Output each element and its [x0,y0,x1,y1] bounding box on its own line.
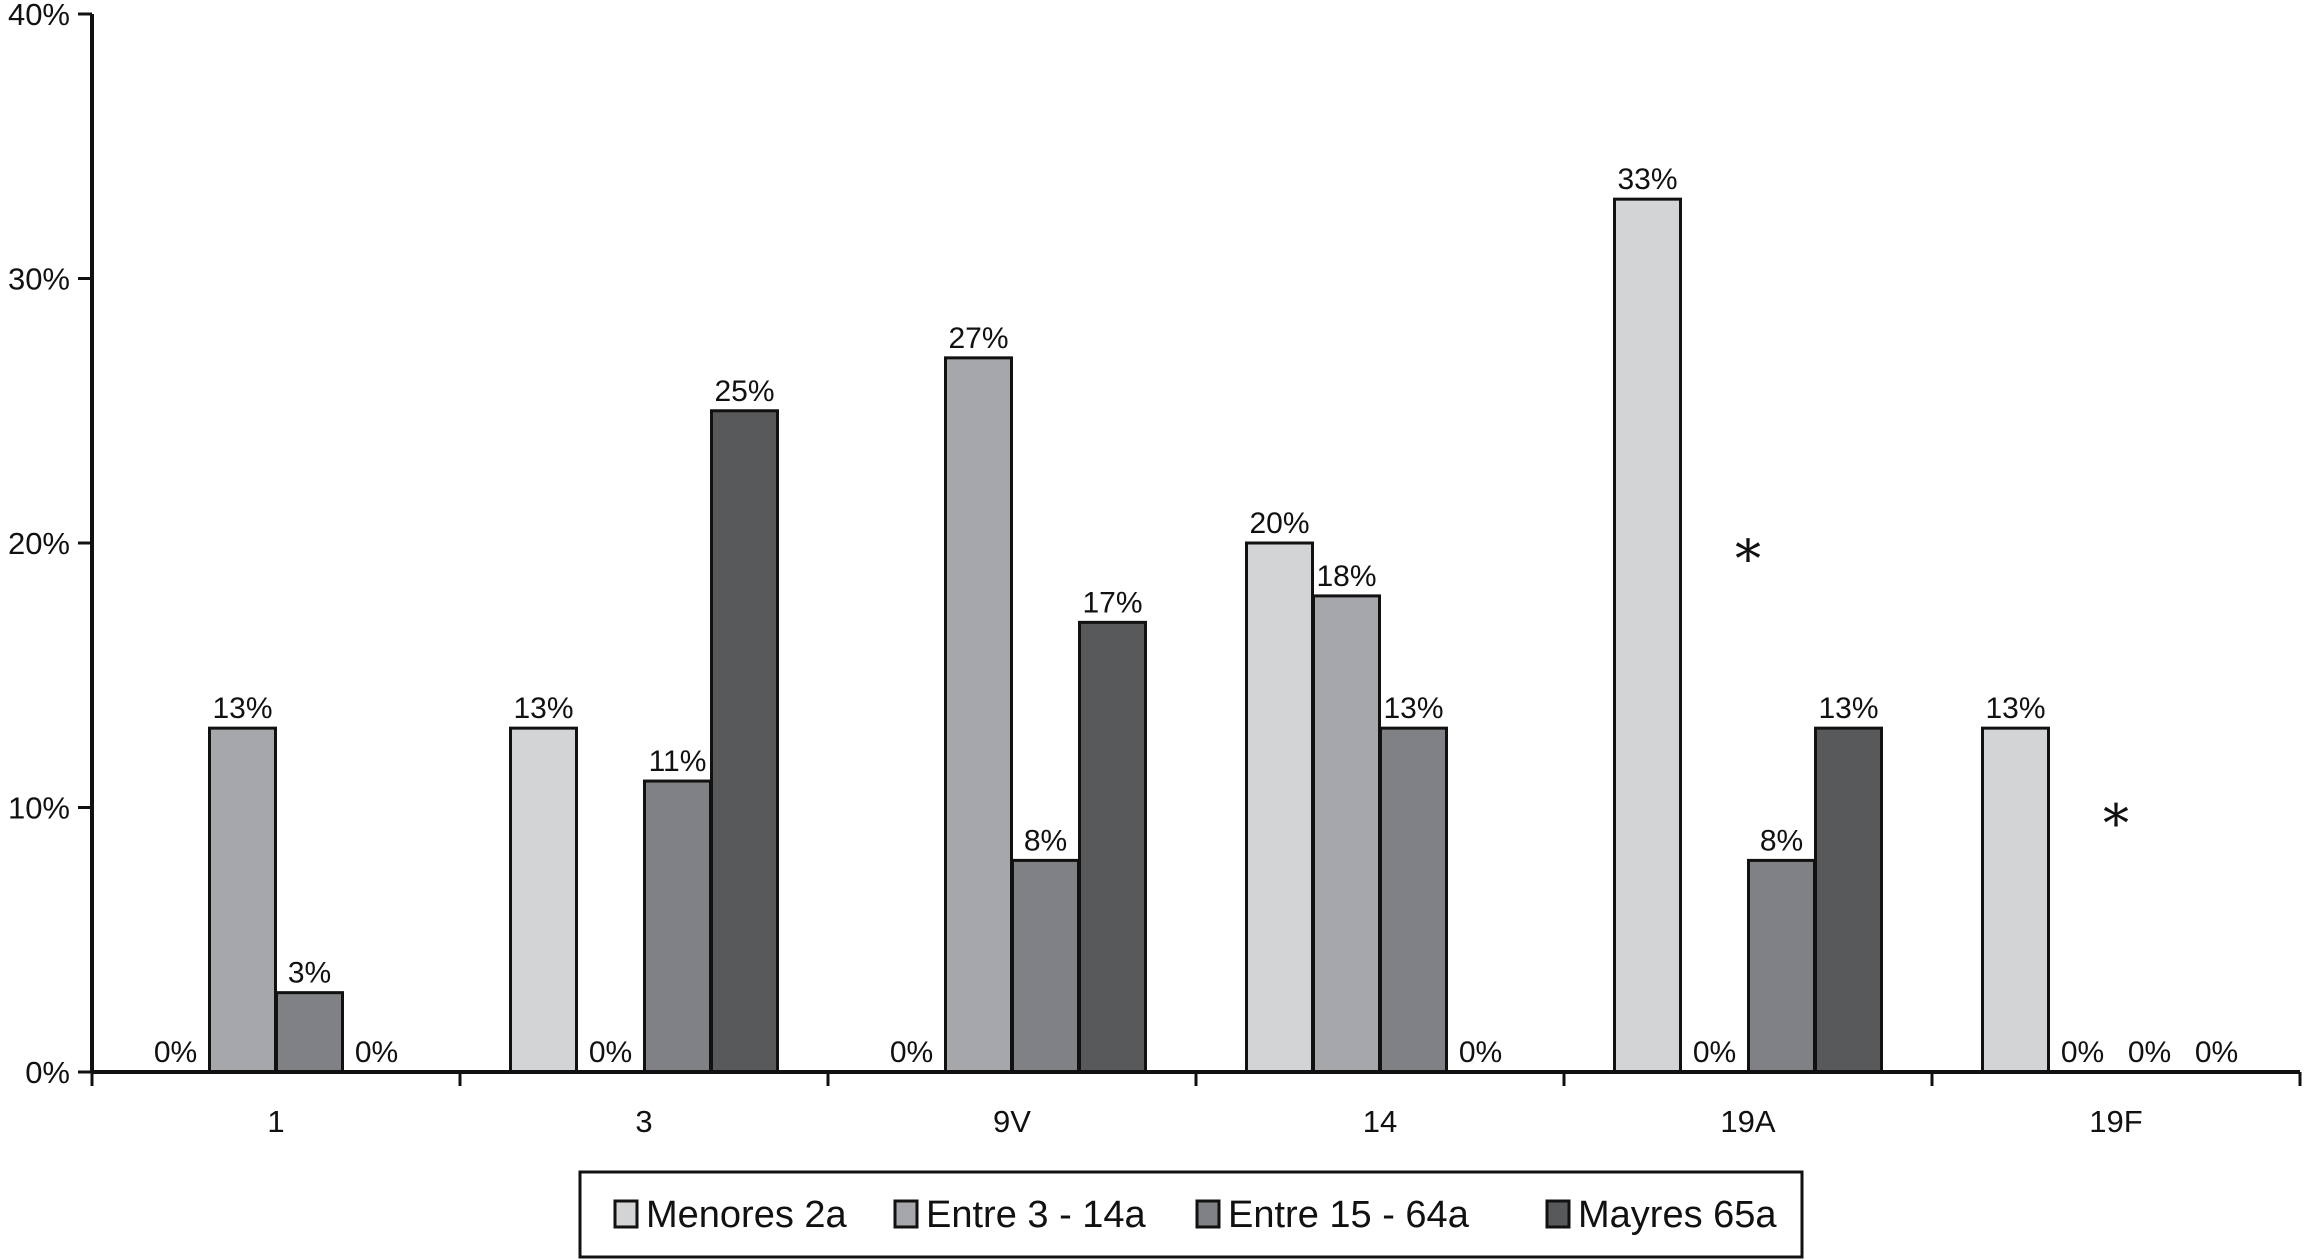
legend-label: Mayres 65a [1578,1194,1777,1236]
bar [1613,197,1682,1074]
bar [275,991,344,1074]
legend-swatch [893,1199,919,1229]
legend-box [578,1170,1804,1259]
legend: Menores 2a Entre 3 - 14a Entre 15 - 64a May… [578,1170,1804,1259]
data-label: 18% [1316,560,1376,593]
annotation-asterisk: * [1735,530,1761,590]
data-label: 0% [890,1036,933,1069]
bar [509,726,578,1074]
data-label: 11% [649,745,707,778]
x-tick-label: 9V [993,1104,1031,1139]
legend-label: Entre 15 - 64a [1228,1194,1470,1236]
bar [1747,858,1816,1074]
legend-swatch [613,1199,639,1229]
data-labels-layer: 0% 13% 3% 0% 13% 0% 11% 25% 0% 27% 8% 17% 20%18% 13% 0… [154,163,2238,1069]
data-label: 27% [948,322,1008,355]
bar [1379,726,1448,1074]
bar [710,409,779,1074]
data-label: 0% [2061,1036,2104,1069]
y-axis: 0% 10% 20% 30% 40% [8,0,92,1090]
data-label: 0% [355,1036,398,1069]
data-label: 0% [1693,1036,1736,1069]
y-tick-label: 0% [25,1055,70,1090]
bar [1312,594,1381,1074]
legend-swatch [1195,1199,1221,1229]
bar [1078,620,1147,1074]
x-tick-label: 19A [1720,1104,1775,1139]
data-label: 0% [2195,1036,2238,1069]
x-axis: 1 3 9V 14 19A 19F [90,1072,2302,1139]
data-label: 13% [1383,692,1443,725]
data-label: 13% [212,692,272,725]
bar [944,356,1013,1074]
data-label: 33% [1617,163,1677,196]
data-label: 8% [1024,824,1067,857]
data-label: 13% [1818,692,1878,725]
legend-swatch [1545,1199,1571,1229]
bar [1814,726,1883,1074]
data-label: 25% [714,375,774,408]
y-tick-label: 30% [8,262,70,297]
data-label: 0% [589,1036,632,1069]
data-label: 13% [1985,692,2045,725]
x-tick-label: 14 [1363,1104,1397,1139]
x-tick-label: 19F [2089,1104,2142,1139]
legend-label: Menores 2a [646,1194,848,1236]
annotations-layer: ** [1735,530,2129,855]
y-tick-label: 20% [8,526,70,561]
x-tick-label: 1 [267,1104,284,1139]
y-tick-label: 40% [8,0,70,32]
data-label: 8% [1760,824,1803,857]
bars-layer [208,197,2050,1074]
data-label: 20% [1249,507,1309,540]
data-label: 3% [288,957,331,990]
bar [1011,858,1080,1074]
bar [1981,726,2050,1074]
data-label: 0% [2128,1036,2171,1069]
annotation-asterisk: * [2103,795,2129,855]
data-label: 17% [1082,586,1142,619]
x-tick-label: 3 [635,1104,652,1139]
bar [643,779,712,1074]
bar [208,726,277,1074]
data-label: 13% [513,692,573,725]
data-label: 0% [1459,1036,1502,1069]
data-label: 0% [154,1036,197,1069]
y-tick-label: 10% [8,791,70,826]
legend-label: Entre 3 - 14a [926,1194,1147,1236]
bar [1245,541,1314,1074]
